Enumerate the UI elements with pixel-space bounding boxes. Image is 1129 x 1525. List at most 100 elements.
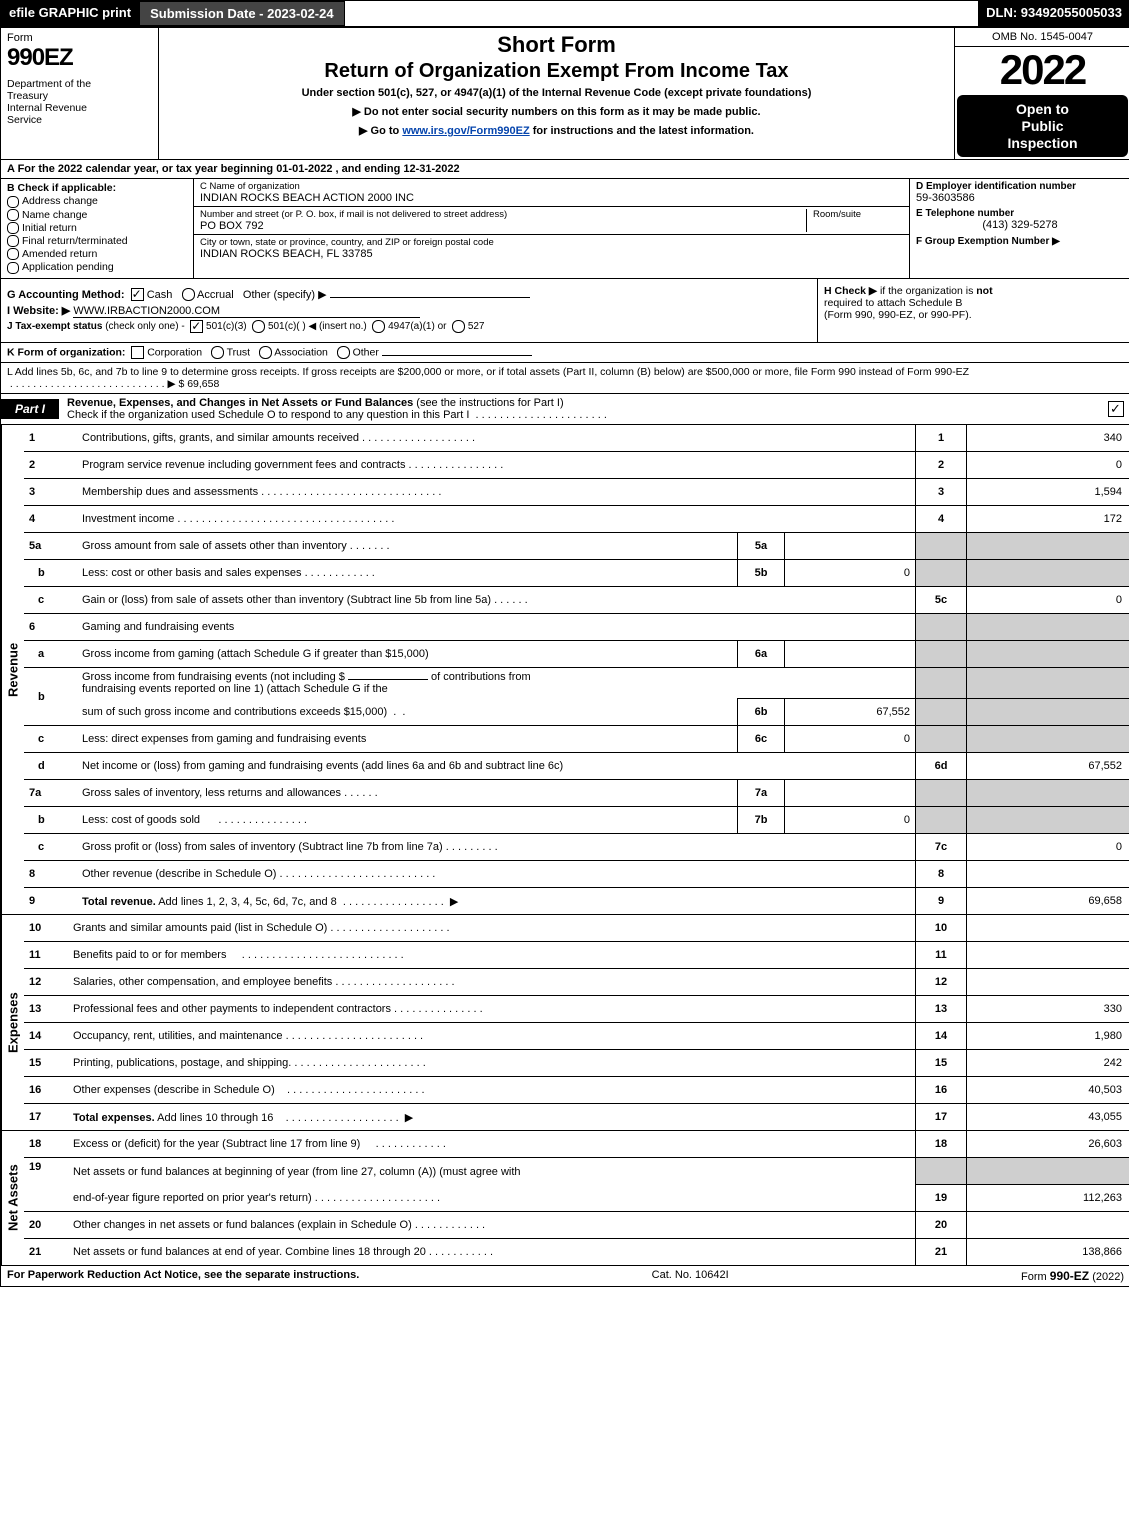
- line-15: 15 Printing, publications, postage, and …: [24, 1050, 1129, 1077]
- part1-title: Revenue, Expenses, and Changes in Net As…: [59, 394, 1108, 424]
- line-12-val: [967, 969, 1129, 996]
- line-6a: a Gross income from gaming (attach Sched…: [24, 641, 1129, 668]
- part1-header: Part I Revenue, Expenses, and Changes in…: [1, 394, 1129, 425]
- B-label: B Check if applicable:: [7, 182, 116, 194]
- org-city: INDIAN ROCKS BEACH, FL 33785: [200, 248, 494, 260]
- checkbox-icon: [7, 209, 19, 221]
- other-org-line[interactable]: [382, 355, 532, 356]
- org-street: PO BOX 792: [200, 220, 507, 232]
- row-A-tax-year: A For the 2022 calendar year, or tax yea…: [1, 160, 1129, 179]
- cb-cash[interactable]: [131, 288, 144, 301]
- line-6b-text: b Gross income from fundraising events (…: [24, 668, 1129, 699]
- line-6d: d Net income or (loss) from gaming and f…: [24, 753, 1129, 780]
- line-6b-val: 67,552: [785, 699, 916, 726]
- E-label: E Telephone number: [916, 208, 1124, 219]
- line-18: 18 Excess or (deficit) for the year (Sub…: [24, 1131, 1129, 1158]
- F-label: F Group Exemption Number ▶: [916, 236, 1060, 247]
- cb-corporation[interactable]: [131, 346, 144, 359]
- line-11: 11 Benefits paid to or for members . . .…: [24, 942, 1129, 969]
- cb-501c[interactable]: [252, 320, 265, 333]
- line-20: 20 Other changes in net assets or fund b…: [24, 1212, 1129, 1239]
- E-phone: (413) 329-5278: [916, 219, 1124, 231]
- line-5b-val: 0: [785, 560, 916, 587]
- line-5c-val: 0: [967, 587, 1129, 614]
- line-4-val: 172: [967, 506, 1129, 533]
- net-assets-side-label: Net Assets: [1, 1131, 24, 1265]
- part1-schedule-o-check[interactable]: [1108, 401, 1124, 417]
- instr-ssn: ▶ Do not enter social security numbers o…: [169, 105, 944, 118]
- line-16: 16 Other expenses (describe in Schedule …: [24, 1077, 1129, 1104]
- line-10: 10 Grants and similar amounts paid (list…: [24, 915, 1129, 942]
- line-3: 3 Membership dues and assessments . . . …: [24, 479, 1129, 506]
- c-city-row: City or town, state or province, country…: [194, 235, 909, 262]
- F-row: F Group Exemption Number ▶: [910, 233, 1129, 249]
- part1-tag: Part I: [1, 399, 59, 419]
- D-label: D Employer identification number: [916, 181, 1124, 192]
- line-1-val: 340: [967, 425, 1129, 452]
- cb-accrual[interactable]: [182, 288, 195, 301]
- line-6d-val: 67,552: [967, 753, 1129, 780]
- checkbox-icon: [7, 222, 19, 234]
- revenue-section: Revenue 1 Contributions, gifts, grants, …: [1, 425, 1129, 914]
- line-19-val: 112,263: [967, 1185, 1129, 1212]
- cb-application-pending[interactable]: Application pending: [7, 261, 187, 273]
- line-17: 17 Total expenses. Add lines 10 through …: [24, 1104, 1129, 1131]
- header-right: OMB No. 1545-0047 2022 Open toPublicInsp…: [954, 28, 1129, 159]
- J-tax-exempt: J Tax-exempt status (check only one) - 5…: [7, 320, 811, 333]
- line-3-val: 1,594: [967, 479, 1129, 506]
- col-DEF: D Employer identification number 59-3603…: [909, 179, 1129, 277]
- expenses-section: Expenses 10 Grants and similar amounts p…: [1, 914, 1129, 1130]
- cb-final-return[interactable]: Final return/terminated: [7, 235, 187, 247]
- line-4: 4 Investment income . . . . . . . . . . …: [24, 506, 1129, 533]
- c-city-label: City or town, state or province, country…: [200, 237, 494, 248]
- net-assets-table: 18 Excess or (deficit) for the year (Sub…: [24, 1131, 1129, 1265]
- footer-form: Form 990-EZ (2022): [1021, 1269, 1124, 1283]
- cb-amended-return[interactable]: Amended return: [7, 248, 187, 260]
- cb-other-org[interactable]: [337, 346, 350, 359]
- website-value[interactable]: WWW.IRBACTION2000.COM: [73, 305, 420, 318]
- line-6c: c Less: direct expenses from gaming and …: [24, 726, 1129, 753]
- room-suite-label: Room/suite: [806, 209, 903, 232]
- cb-name-change[interactable]: Name change: [7, 209, 187, 221]
- expenses-side-label: Expenses: [1, 915, 24, 1130]
- dln-label: DLN: 93492055005033: [978, 1, 1129, 26]
- section-B-through-F: B Check if applicable: Address change Na…: [1, 179, 1129, 278]
- line-14: 14 Occupancy, rent, utilities, and maint…: [24, 1023, 1129, 1050]
- c-street-label: Number and street (or P. O. box, if mail…: [200, 209, 507, 220]
- cb-4947[interactable]: [372, 320, 385, 333]
- line-21: 21 Net assets or fund balances at end of…: [24, 1239, 1129, 1266]
- col-G: G Accounting Method: Cash Accrual Other …: [1, 279, 817, 343]
- footer-paperwork: For Paperwork Reduction Act Notice, see …: [7, 1269, 359, 1283]
- org-name: INDIAN ROCKS BEACH ACTION 2000 INC: [200, 192, 414, 204]
- instr-suffix: for instructions and the latest informat…: [530, 125, 754, 137]
- line-8-val: [967, 861, 1129, 888]
- line-7c-val: 0: [967, 834, 1129, 861]
- cb-association[interactable]: [259, 346, 272, 359]
- col-C-org-info: C Name of organization INDIAN ROCKS BEAC…: [194, 179, 909, 277]
- line-7a: 7a Gross sales of inventory, less return…: [24, 780, 1129, 807]
- cb-527[interactable]: [452, 320, 465, 333]
- top-bar: efile GRAPHIC print Submission Date - 20…: [1, 1, 1129, 28]
- cb-initial-return[interactable]: Initial return: [7, 222, 187, 234]
- irs-link[interactable]: www.irs.gov/Form990EZ: [402, 125, 529, 137]
- cb-trust[interactable]: [211, 346, 224, 359]
- 6b-blank: [348, 679, 428, 680]
- other-specify-line[interactable]: [330, 297, 530, 298]
- checkbox-icon: [7, 248, 19, 260]
- checkbox-icon: [7, 262, 19, 274]
- line-21-val: 138,866: [967, 1239, 1129, 1266]
- efile-print-label[interactable]: efile GRAPHIC print: [1, 1, 139, 26]
- line-5c: c Gain or (loss) from sale of assets oth…: [24, 587, 1129, 614]
- line-7a-val: [785, 780, 916, 807]
- line-5a-val: [785, 533, 916, 560]
- omb-number: OMB No. 1545-0047: [955, 28, 1129, 47]
- line-10-val: [967, 915, 1129, 942]
- G-accounting: G Accounting Method: Cash Accrual Other …: [7, 288, 811, 302]
- cb-501c3[interactable]: [190, 320, 203, 333]
- checkbox-icon: [7, 235, 19, 247]
- dept-label: Department of theTreasuryInternal Revenu…: [7, 78, 152, 126]
- cb-address-change[interactable]: Address change: [7, 195, 187, 207]
- col-B-checkboxes: B Check if applicable: Address change Na…: [1, 179, 194, 277]
- row-K: K Form of organization: Corporation Trus…: [1, 343, 1129, 363]
- line-6b: sum of such gross income and contributio…: [24, 699, 1129, 726]
